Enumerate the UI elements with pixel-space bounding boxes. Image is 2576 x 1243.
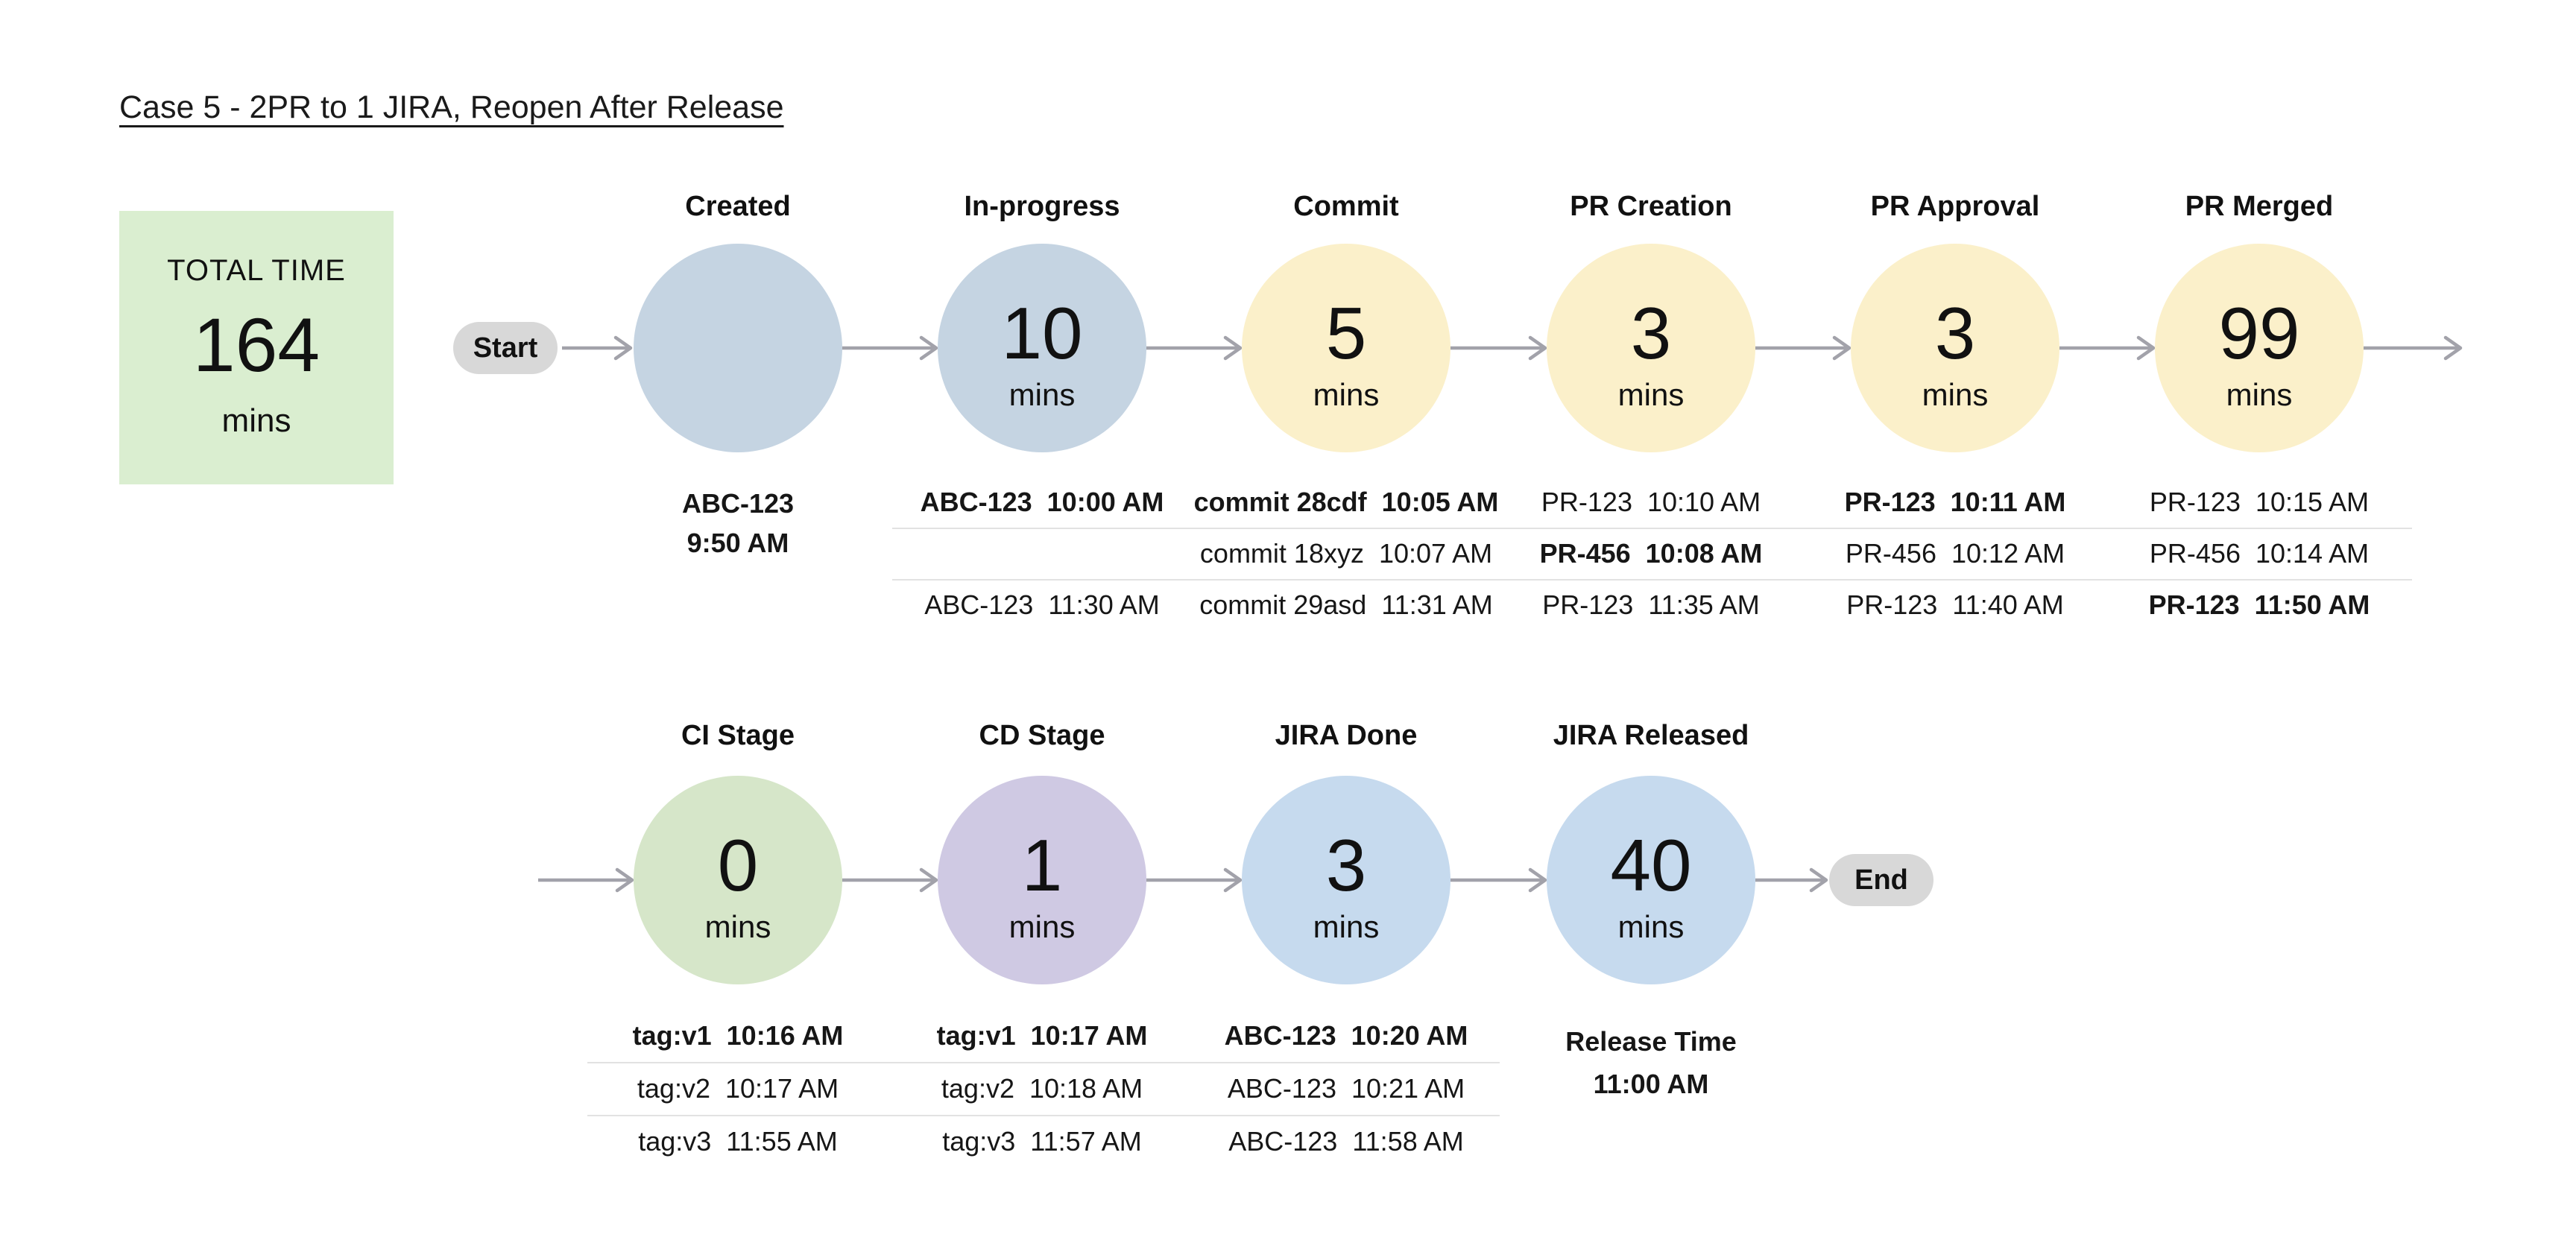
stage-minutes-value: 99	[2218, 292, 2300, 374]
stage-minutes-value: 0	[717, 824, 759, 906]
stage-minutes-value: 1	[1021, 824, 1063, 906]
event-row: PR-123 11:40 AM	[1846, 589, 2064, 620]
stage-minutes-unit: mins	[2226, 377, 2293, 412]
flow-arrow-icon	[1755, 867, 1828, 893]
stage-header: JIRA Done	[1275, 720, 1418, 751]
stage-minutes-unit: mins	[1922, 377, 1989, 412]
stage-note: Release Time	[1565, 1026, 1737, 1057]
stage-header: PR Approval	[1870, 191, 2040, 222]
stage-minutes-value: 3	[1934, 292, 1976, 374]
stage-header: In-progress	[964, 191, 1120, 222]
stage-header: CI Stage	[681, 720, 795, 751]
event-row: PR-123 10:15 AM	[2149, 487, 2370, 517]
stage-minutes-unit: mins	[1008, 909, 1076, 944]
stage-minutes-value: 3	[1325, 824, 1367, 906]
flow-arrow-icon	[842, 335, 938, 361]
event-row: tag:v3 11:55 AM	[638, 1126, 838, 1157]
event-row: tag:v1 10:17 AM	[936, 1020, 1148, 1051]
event-row: PR-456 10:08 AM	[1539, 538, 1763, 569]
event-row: PR-123 10:10 AM	[1541, 487, 1761, 517]
event-row: tag:v2 10:17 AM	[637, 1073, 839, 1104]
event-row: ABC-123 10:00 AM	[920, 487, 1164, 517]
stage-circle: 1 mins	[938, 776, 1146, 984]
start-pill-label: Start	[473, 332, 538, 364]
event-row: ABC-123 10:20 AM	[1224, 1020, 1468, 1051]
stage-minutes-unit: mins	[1617, 909, 1685, 944]
stage-note: ABC-123	[681, 488, 795, 519]
event-row: PR-123 11:35 AM	[1542, 589, 1760, 620]
stage-header: PR Merged	[2185, 191, 2334, 222]
flow-arrow-icon	[538, 867, 634, 893]
stage-circle: 40 mins	[1547, 776, 1755, 984]
start-pill: Start	[453, 322, 558, 374]
stage-circle: 10 mins	[938, 244, 1146, 452]
stage-circle: 99 mins	[2155, 244, 2364, 452]
event-row: commit 18xyz 10:07 AM	[1199, 538, 1493, 569]
flow-arrow-icon	[1146, 335, 1243, 361]
total-time-value: 164	[192, 303, 321, 388]
stage-note: 9:50 AM	[686, 528, 789, 558]
event-row: ABC-123 11:58 AM	[1228, 1126, 1464, 1157]
event-row: PR-123 10:11 AM	[1844, 487, 2066, 517]
flow-arrow-icon	[842, 867, 938, 893]
stage-minutes-unit: mins	[1617, 377, 1685, 412]
total-time-label: TOTAL TIME	[167, 254, 346, 287]
event-row: tag:v3 11:57 AM	[942, 1126, 1142, 1157]
stage-header: Created	[685, 191, 791, 222]
stage-note: 11:00 AM	[1593, 1069, 1709, 1099]
flow-arrow-icon	[2059, 335, 2156, 361]
flow-arrow-icon	[1450, 335, 1547, 361]
flow-arrow-icon	[2364, 335, 2463, 361]
flow-arrow-icon	[1450, 867, 1547, 893]
stage-circle: 3 mins	[1547, 244, 1755, 452]
stage-circle: 3 mins	[1242, 776, 1450, 984]
stage-minutes-value: 40	[1610, 824, 1692, 906]
stage-header: Commit	[1293, 191, 1399, 222]
stage-circle: 3 mins	[1851, 244, 2059, 452]
event-row: tag:v2 10:18 AM	[941, 1073, 1143, 1104]
stage-header: CD Stage	[979, 720, 1105, 751]
end-pill-label: End	[1854, 864, 1908, 896]
event-row: ABC-123 10:21 AM	[1227, 1073, 1465, 1104]
event-row: PR-456 10:12 AM	[1845, 538, 2065, 569]
divider-line	[587, 1115, 1500, 1116]
stage-minutes-value: 3	[1630, 292, 1672, 374]
diagram-title: Case 5 - 2PR to 1 JIRA, Reopen After Rel…	[119, 89, 784, 125]
divider-line	[892, 528, 2412, 529]
total-time-unit: mins	[221, 402, 291, 439]
stage-minutes-unit: mins	[1313, 909, 1380, 944]
stage-header: JIRA Released	[1553, 720, 1749, 751]
stage-circle	[634, 244, 842, 452]
stage-minutes-unit: mins	[1313, 377, 1380, 412]
stage-minutes-value: 10	[1001, 292, 1083, 374]
flow-arrow-icon	[562, 335, 633, 361]
divider-line	[892, 579, 2412, 581]
event-row: PR-123 11:50 AM	[2148, 589, 2370, 620]
flow-arrow-icon	[1146, 867, 1243, 893]
stage-minutes-unit: mins	[704, 909, 771, 944]
event-row: commit 28cdf 10:05 AM	[1193, 487, 1499, 517]
divider-line	[587, 1062, 1500, 1063]
event-row: PR-456 10:14 AM	[2149, 538, 2370, 569]
flow-arrow-icon	[1755, 335, 1852, 361]
event-row: ABC-123 11:30 AM	[924, 589, 1160, 620]
end-pill: End	[1829, 854, 1933, 906]
event-row: commit 29asd 11:31 AM	[1199, 589, 1493, 620]
total-time-card: TOTAL TIME 164 mins	[119, 211, 394, 484]
event-row: tag:v1 10:16 AM	[632, 1020, 844, 1051]
stage-minutes-value: 5	[1325, 292, 1367, 374]
stage-minutes-unit: mins	[1008, 377, 1076, 412]
stage-circle: 5 mins	[1242, 244, 1450, 452]
stage-header: PR Creation	[1570, 191, 1732, 222]
stage-circle: 0 mins	[634, 776, 842, 984]
